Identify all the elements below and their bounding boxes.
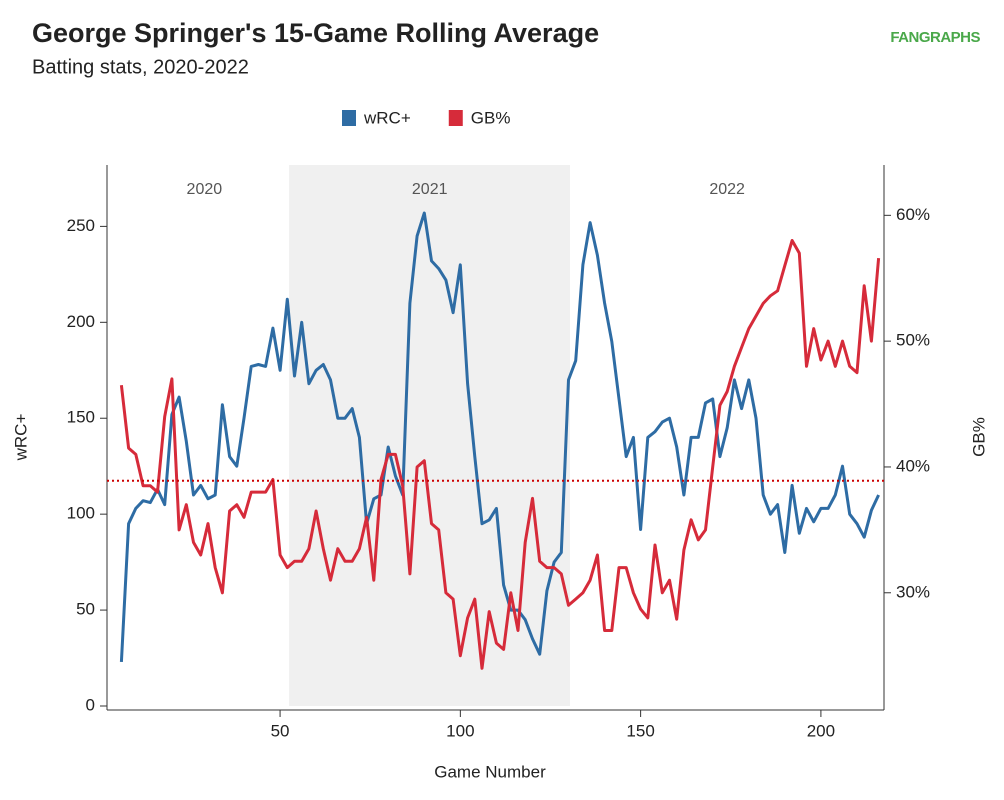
x-tick-label: 150 bbox=[626, 721, 654, 740]
legend-label: wRC+ bbox=[363, 108, 411, 127]
legend-swatch bbox=[448, 110, 463, 126]
x-tick-label: 100 bbox=[446, 721, 474, 740]
y2-tick-label: 50% bbox=[896, 331, 930, 350]
legend-label: GB% bbox=[471, 108, 511, 127]
chart-subtitle: Batting stats, 2020-2022 bbox=[32, 56, 249, 78]
y-tick-label: 50 bbox=[76, 600, 95, 619]
y-tick-label: 200 bbox=[67, 312, 95, 331]
y2-tick-label: 60% bbox=[896, 205, 930, 224]
y-tick-label: 0 bbox=[86, 695, 95, 714]
series-line bbox=[119, 211, 880, 662]
series-line bbox=[119, 239, 881, 670]
y-tick-label: 250 bbox=[67, 216, 95, 235]
logo: FANGRAPHS bbox=[890, 29, 980, 46]
year-label: 2021 bbox=[412, 181, 448, 198]
year-label: 2020 bbox=[187, 181, 223, 198]
y2-tick-label: 30% bbox=[896, 582, 930, 601]
chart-title: George Springer's 15-Game Rolling Averag… bbox=[32, 18, 599, 48]
y2-axis-label: GB% bbox=[969, 417, 988, 457]
y-axis-label: wRC+ bbox=[11, 414, 30, 462]
y-tick-label: 150 bbox=[67, 408, 95, 427]
legend-swatch bbox=[342, 110, 356, 126]
y2-tick-label: 40% bbox=[896, 456, 930, 475]
x-tick-label: 200 bbox=[807, 721, 835, 740]
year-label: 2022 bbox=[709, 181, 745, 198]
x-tick-label: 50 bbox=[271, 721, 290, 740]
x-axis-label: Game Number bbox=[434, 762, 546, 781]
y-tick-label: 100 bbox=[67, 504, 95, 523]
